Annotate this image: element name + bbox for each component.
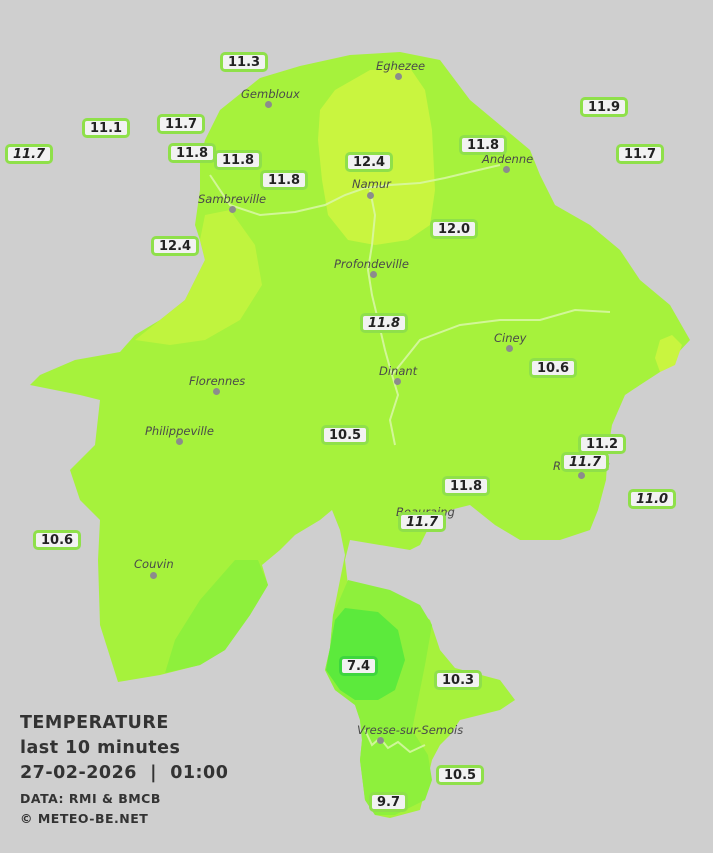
- city-label-couvin: Couvin: [134, 557, 174, 571]
- river-sambre-meuse: [209, 164, 501, 217]
- city-dot-gembloux: [265, 101, 272, 108]
- cool-zone-couvin: [165, 560, 268, 673]
- station-temp: 11.8: [360, 313, 409, 333]
- city-label-sambreville: Sambreville: [198, 192, 267, 206]
- city-label-vresse-sur-semois: Vresse-sur-Semois: [357, 723, 464, 737]
- station-temp: 11.8: [459, 135, 508, 155]
- legend-period: last 10 minutes: [20, 738, 181, 758]
- city-dot-dinant: [394, 378, 401, 385]
- station-temp: 11.7: [561, 452, 610, 472]
- city-dot-rochefort: [578, 472, 585, 479]
- legend-datetime: 27-02-2026 | 01:00: [20, 763, 229, 783]
- city-dot-florennes: [213, 388, 220, 395]
- station-temp: 12.4: [151, 236, 200, 256]
- station-temp: 12.4: [345, 152, 394, 172]
- city-dot-sambreville: [229, 206, 236, 213]
- city-dot-philippeville: [176, 438, 183, 445]
- city-dot-andenne: [503, 166, 510, 173]
- station-temp: 9.7: [369, 792, 409, 812]
- city-label-namur: Namur: [352, 177, 391, 191]
- city-label-eghezee: Eghezee: [376, 59, 426, 73]
- station-temp: 10.5: [436, 765, 485, 785]
- station-temp: 11.1: [82, 118, 131, 138]
- station-temp: 11.0: [628, 489, 677, 509]
- station-temp: 11.7: [5, 144, 54, 164]
- city-dot-couvin: [150, 572, 157, 579]
- station-temp: 7.4: [339, 656, 379, 676]
- station-temp: 11.7: [616, 144, 665, 164]
- station-temp: 11.9: [580, 97, 629, 117]
- legend-data-source: DATA: RMI & BMCB: [20, 791, 161, 806]
- station-temp: 11.7: [398, 512, 447, 532]
- city-dot-eghezee: [395, 73, 402, 80]
- city-label-ciney: Ciney: [494, 331, 527, 345]
- station-temp: 11.8: [168, 143, 217, 163]
- city-dot-vresse-sur-semois: [377, 737, 384, 744]
- warm-zone-west: [135, 210, 262, 345]
- station-temp: 11.7: [157, 114, 206, 134]
- station-temp: 11.3: [220, 52, 269, 72]
- city-label-gembloux: Gembloux: [241, 87, 300, 101]
- station-temp: 11.8: [214, 150, 263, 170]
- warm-zone-east: [655, 335, 682, 372]
- city-dot-profondeville: [370, 271, 377, 278]
- station-temp: 11.8: [442, 476, 491, 496]
- river-semois: [364, 729, 426, 754]
- station-temp: 10.3: [434, 670, 483, 690]
- station-temp: 11.8: [260, 170, 309, 190]
- city-label-philippeville: Philippeville: [145, 424, 214, 438]
- cold-zone-semois: [326, 608, 405, 700]
- river-lesse: [391, 308, 611, 376]
- station-temp: 11.2: [578, 434, 627, 454]
- legend-title: TEMPERATURE: [20, 713, 169, 733]
- station-temp: 10.6: [529, 358, 578, 378]
- city-dot-ciney: [506, 345, 513, 352]
- city-dot-namur: [367, 192, 374, 199]
- station-temp: 10.5: [321, 425, 370, 445]
- station-temp: 12.0: [430, 219, 479, 239]
- station-temp: 10.6: [33, 530, 82, 550]
- legend-copyright: © METEO-BE.NET: [20, 811, 149, 826]
- city-label-profondeville: Profondeville: [334, 257, 409, 271]
- city-label-andenne: Andenne: [482, 152, 534, 166]
- city-label-dinant: Dinant: [379, 364, 418, 378]
- city-label-florennes: Florennes: [189, 374, 246, 388]
